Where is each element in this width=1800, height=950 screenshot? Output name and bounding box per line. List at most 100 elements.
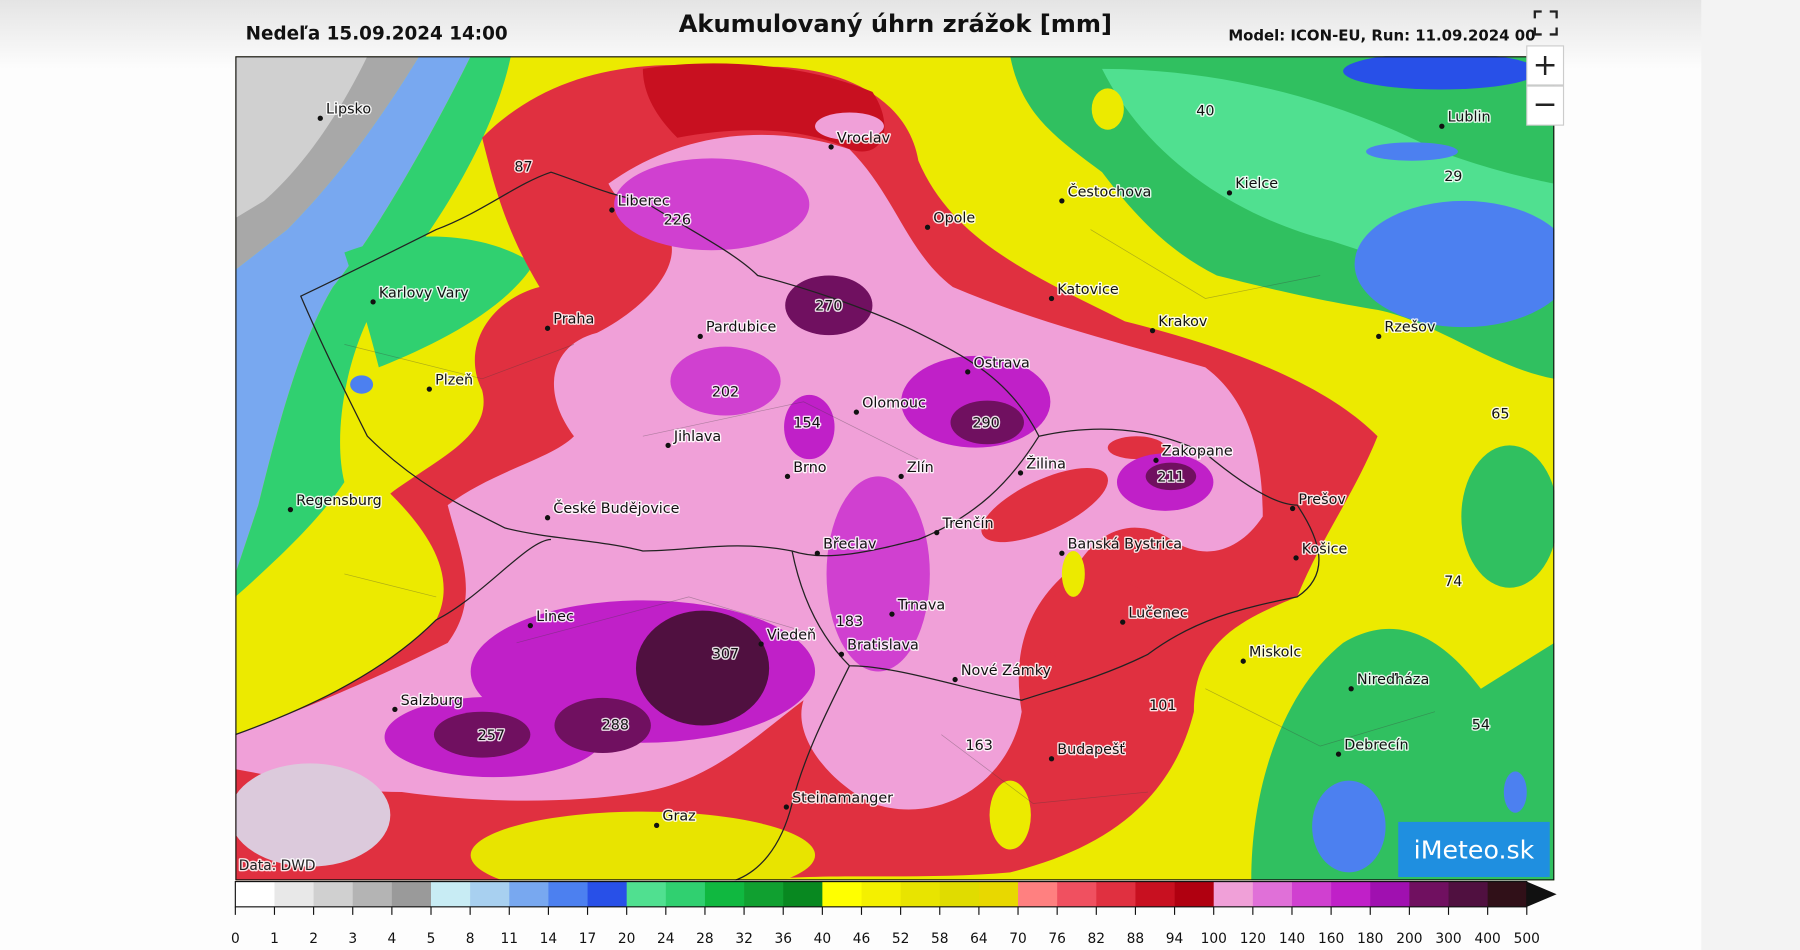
legend-swatch xyxy=(744,881,784,907)
city-dot xyxy=(1153,457,1159,463)
city-label: Zakopane xyxy=(1162,444,1233,460)
legend-tick-label: 82 xyxy=(1088,931,1106,947)
city-dot xyxy=(952,676,958,683)
legend-swatch xyxy=(1018,881,1058,907)
city-dot xyxy=(814,550,820,556)
legend-swatch xyxy=(352,881,393,907)
city-label: Trnava xyxy=(897,598,945,614)
city-dot xyxy=(1017,470,1024,476)
map-title: Akumulovaný úhrn zrážok [mm] xyxy=(679,10,1112,38)
precip-value: 202 xyxy=(712,385,739,401)
city-label: Vroclav xyxy=(837,130,891,146)
city-label: Kielce xyxy=(1235,176,1278,192)
city-label: Banská Bystrica xyxy=(1068,537,1182,553)
legend-tick-label: 52 xyxy=(892,931,910,947)
city-dot xyxy=(1226,190,1233,196)
legend-swatch xyxy=(626,881,667,907)
legend-swatch xyxy=(431,881,471,907)
legend-tick-label: 3 xyxy=(348,931,357,947)
legend-swatch xyxy=(1096,881,1136,907)
city-dot xyxy=(838,651,845,657)
logo-box xyxy=(1398,821,1550,877)
precip-value: 257 xyxy=(478,728,505,744)
city-dot xyxy=(1335,751,1342,757)
city-label: České Budějovice xyxy=(553,499,679,517)
city-dot xyxy=(1048,756,1055,762)
legend-tick-label: 200 xyxy=(1396,931,1422,947)
legend-swatch xyxy=(313,881,354,907)
city-dot xyxy=(784,473,791,480)
city-label: Prešov xyxy=(1298,492,1346,508)
city-dot xyxy=(898,473,904,480)
legend-swatch xyxy=(783,881,823,907)
city-dot xyxy=(609,207,615,213)
legend-swatch xyxy=(665,881,706,907)
zoom-in-button[interactable] xyxy=(1526,45,1565,86)
zoom-in-label[interactable]: + xyxy=(1533,48,1558,83)
city-label: Plzeň xyxy=(435,373,473,389)
legend-swatch xyxy=(1252,881,1293,907)
legend-swatch xyxy=(1057,881,1097,907)
city-label: Linec xyxy=(536,609,574,625)
precip-value: 74 xyxy=(1444,574,1462,590)
legend-tick-label: 70 xyxy=(1009,931,1027,947)
city-label: Liberec xyxy=(618,193,670,209)
legend-tick-label: 20 xyxy=(618,931,636,947)
legend-tick-label: 11 xyxy=(501,931,519,947)
precip-value: 183 xyxy=(836,614,863,630)
legend-swatch xyxy=(509,881,549,907)
colorbar-arrow xyxy=(1526,881,1557,907)
zoom-out-label[interactable]: − xyxy=(1533,87,1558,122)
city-dot xyxy=(1240,658,1246,664)
city-dot xyxy=(665,442,671,449)
legend-tick-label: 76 xyxy=(1048,931,1066,947)
legend-tick-label: 100 xyxy=(1201,931,1227,947)
legend-tick-label: 40 xyxy=(814,931,832,947)
city-label: Lučenec xyxy=(1128,606,1187,622)
legend-tick-label: 28 xyxy=(696,931,714,947)
legend-swatch xyxy=(1409,881,1449,907)
precip-value: 65 xyxy=(1491,406,1509,422)
city-label: Karlovy Vary xyxy=(379,285,469,301)
legend-swatch xyxy=(391,881,432,907)
legend-tick-label: 5 xyxy=(427,931,436,947)
fullscreen-icon[interactable] xyxy=(1533,10,1558,36)
colorbar: 0 1 2 3 4 5 8 11 14 17 20 24 28 32 36 40 46 52 58 64 70 76 82 8… xyxy=(231,881,1557,947)
legend-tick-label: 300 xyxy=(1435,931,1461,947)
legend-tick-label: 500 xyxy=(1514,931,1540,947)
city-dot xyxy=(370,299,376,305)
map-labels: Lipsko Vroclav Liberec Opole Čestochova Kielc… xyxy=(287,100,1511,828)
city-label: Nireďháza xyxy=(1357,672,1429,688)
legend-swatch xyxy=(900,881,941,907)
precip-value: 307 xyxy=(712,646,739,662)
precip-value: 288 xyxy=(602,717,629,733)
city-dot xyxy=(1059,198,1065,204)
legend-swatch xyxy=(235,881,275,907)
legend-tick-label: 160 xyxy=(1318,931,1344,947)
legend-tick-label: 180 xyxy=(1357,931,1383,947)
legend-swatch xyxy=(1331,881,1371,907)
side-margin xyxy=(1701,0,1800,950)
city-dot xyxy=(1439,123,1445,129)
city-dot xyxy=(527,622,533,629)
model-label: Model: ICON-EU, Run: 11.09.2024 00 xyxy=(1228,27,1535,45)
city-dot xyxy=(1376,333,1382,339)
legend-tick-label: 8 xyxy=(466,931,475,947)
city-label: Pardubice xyxy=(706,320,777,336)
legend-tick-label: 36 xyxy=(774,931,792,947)
legend-swatch xyxy=(1213,881,1254,907)
fullscreen-button[interactable] xyxy=(1533,10,1558,36)
city-dot xyxy=(1289,505,1296,512)
city-label: Ostrava xyxy=(973,355,1029,371)
zoom-out-button[interactable] xyxy=(1526,85,1565,126)
city-dot xyxy=(653,822,660,828)
legend-swatch xyxy=(939,881,980,907)
city-dot xyxy=(317,115,323,121)
legend-tick-label: 88 xyxy=(1127,931,1145,947)
city-label: Lipsko xyxy=(326,102,371,118)
city-label: Olomouc xyxy=(862,396,926,412)
legend-swatch xyxy=(470,881,510,907)
city-label: Opole xyxy=(933,211,975,227)
city-dot xyxy=(544,325,551,331)
city-dot xyxy=(1293,555,1299,561)
